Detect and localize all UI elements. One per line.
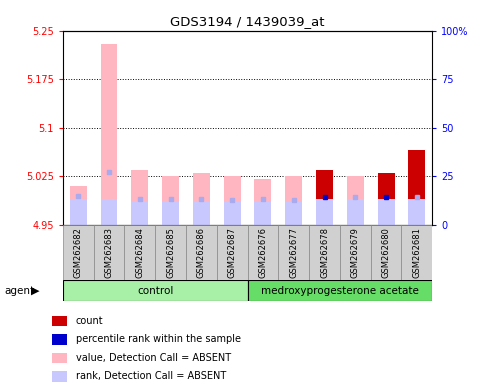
- Bar: [285, 202, 302, 225]
- Bar: [224, 176, 241, 225]
- FancyBboxPatch shape: [125, 225, 155, 280]
- Bar: [131, 202, 148, 225]
- Bar: [52, 371, 67, 382]
- Text: GSM262683: GSM262683: [104, 227, 114, 278]
- Bar: [100, 199, 117, 225]
- Bar: [162, 176, 179, 225]
- FancyBboxPatch shape: [247, 225, 278, 280]
- FancyBboxPatch shape: [371, 225, 401, 280]
- Text: value, Detection Call = ABSENT: value, Detection Call = ABSENT: [75, 353, 231, 363]
- Text: GSM262686: GSM262686: [197, 227, 206, 278]
- FancyBboxPatch shape: [94, 225, 125, 280]
- FancyBboxPatch shape: [63, 225, 94, 280]
- FancyBboxPatch shape: [401, 225, 432, 280]
- Text: GSM262676: GSM262676: [258, 227, 268, 278]
- Text: GSM262685: GSM262685: [166, 227, 175, 278]
- FancyBboxPatch shape: [63, 280, 248, 301]
- Bar: [316, 199, 333, 225]
- Text: ▶: ▶: [31, 286, 40, 296]
- Text: agent: agent: [5, 286, 35, 296]
- Text: GSM262677: GSM262677: [289, 227, 298, 278]
- Text: control: control: [137, 286, 173, 296]
- Bar: [224, 202, 241, 225]
- FancyBboxPatch shape: [278, 225, 309, 280]
- Bar: [162, 202, 179, 225]
- Bar: [100, 44, 117, 225]
- Text: GSM262681: GSM262681: [412, 227, 421, 278]
- FancyBboxPatch shape: [217, 225, 247, 280]
- Bar: [255, 202, 271, 225]
- Bar: [409, 199, 426, 225]
- Bar: [193, 202, 210, 225]
- Bar: [255, 179, 271, 225]
- Bar: [52, 353, 67, 363]
- Title: GDS3194 / 1439039_at: GDS3194 / 1439039_at: [170, 15, 325, 28]
- Text: GSM262680: GSM262680: [382, 227, 391, 278]
- Text: medroxyprogesterone acetate: medroxyprogesterone acetate: [261, 286, 419, 296]
- Text: rank, Detection Call = ABSENT: rank, Detection Call = ABSENT: [75, 371, 226, 381]
- Text: GSM262679: GSM262679: [351, 227, 360, 278]
- Bar: [193, 173, 210, 225]
- FancyBboxPatch shape: [340, 225, 371, 280]
- Text: GSM262684: GSM262684: [135, 227, 144, 278]
- Text: GSM262682: GSM262682: [74, 227, 83, 278]
- Text: count: count: [75, 316, 103, 326]
- Bar: [347, 176, 364, 225]
- Bar: [347, 199, 364, 225]
- Bar: [378, 173, 395, 225]
- Bar: [131, 170, 148, 225]
- Bar: [285, 176, 302, 225]
- Bar: [52, 316, 67, 326]
- Bar: [70, 199, 86, 225]
- FancyBboxPatch shape: [155, 225, 186, 280]
- FancyBboxPatch shape: [248, 280, 432, 301]
- Bar: [316, 170, 333, 225]
- Text: percentile rank within the sample: percentile rank within the sample: [75, 334, 241, 344]
- Text: GSM262678: GSM262678: [320, 227, 329, 278]
- Bar: [409, 150, 426, 225]
- FancyBboxPatch shape: [186, 225, 217, 280]
- Bar: [378, 199, 395, 225]
- Text: GSM262687: GSM262687: [227, 227, 237, 278]
- FancyBboxPatch shape: [309, 225, 340, 280]
- Bar: [52, 334, 67, 345]
- Bar: [70, 186, 86, 225]
